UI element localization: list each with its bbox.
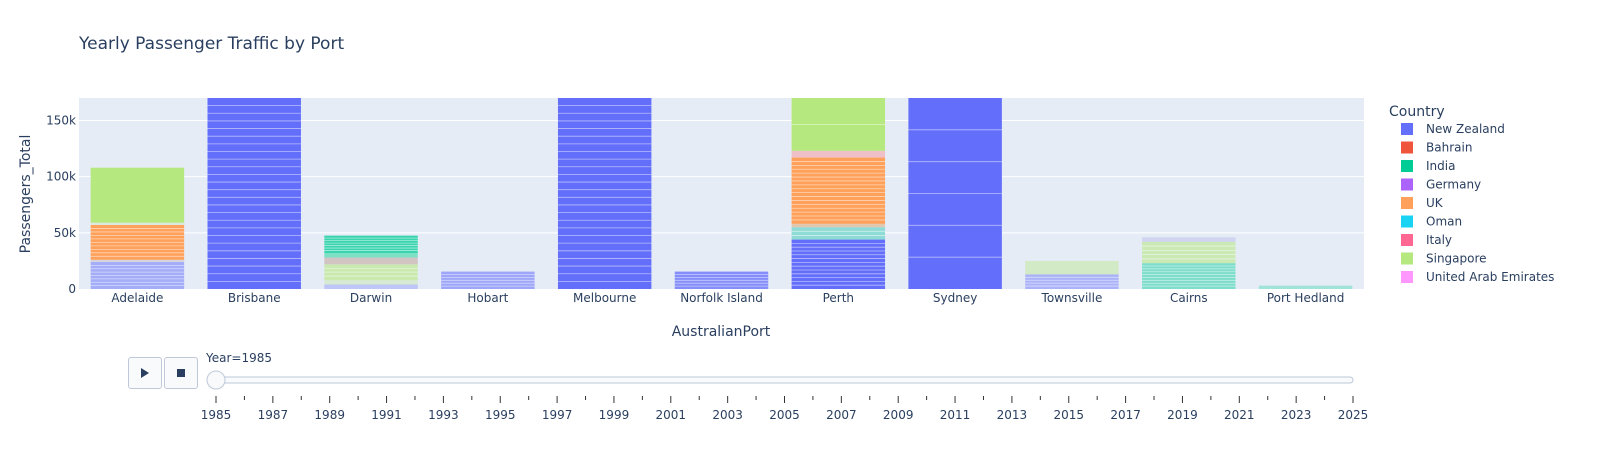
bar-segment[interactable]: [791, 227, 886, 240]
bar-segment[interactable]: [791, 157, 886, 224]
stop-icon: [177, 369, 185, 377]
x-axis-title: AustralianPort: [672, 324, 771, 340]
legend[interactable]: New Zealand Bahrain India Germany UK Oman Ital…: [1401, 122, 1554, 284]
legend-swatch[interactable]: [1401, 160, 1413, 172]
bar-segment[interactable]: [791, 150, 886, 158]
legend-item-label[interactable]: Oman: [1426, 215, 1462, 229]
slider-tick-label[interactable]: 2005: [769, 408, 800, 422]
year-slider[interactable]: 1985 1987 1989 1991 1993 1995 1997 1999 2001 2003…: [201, 370, 1369, 422]
chart-title: Yearly Passenger Traffic by Port: [78, 34, 344, 54]
bar-segment[interactable]: [1258, 285, 1353, 289]
bar-segment[interactable]: [791, 239, 886, 289]
bar-segment[interactable]: [324, 253, 418, 258]
slider-tick-label[interactable]: 2007: [826, 408, 857, 422]
y-axis-title: Passengers_Total: [18, 135, 34, 254]
x-tick-label: Brisbane: [228, 291, 281, 305]
x-tick-label: Port Hedland: [1267, 291, 1345, 305]
x-tick-label: Perth: [823, 291, 854, 305]
stop-button[interactable]: [164, 357, 198, 389]
slider-tick-label[interactable]: 2023: [1281, 408, 1312, 422]
legend-swatch[interactable]: [1401, 178, 1413, 191]
slider-tick-label[interactable]: 1995: [485, 408, 516, 422]
slider-tick-label[interactable]: 2015: [1053, 408, 1084, 422]
slider-tick-label[interactable]: 2009: [883, 408, 914, 422]
x-tick-label: Sydney: [933, 291, 977, 305]
bar-segment[interactable]: [90, 167, 185, 223]
legend-swatch[interactable]: [1401, 197, 1413, 209]
y-tick-label: 50k: [54, 226, 76, 240]
y-axis: 0 50k 100k 150k: [46, 113, 76, 296]
legend-swatch[interactable]: [1401, 252, 1413, 265]
x-tick-label: Adelaide: [111, 291, 163, 305]
slider-current-value: Year=1985: [206, 351, 272, 365]
legend-item-label[interactable]: Bahrain: [1426, 141, 1472, 155]
legend-swatch[interactable]: [1401, 215, 1413, 228]
slider-tick-label[interactable]: 1993: [428, 408, 459, 422]
slider-tick-label[interactable]: 2019: [1167, 408, 1198, 422]
x-tick-label: Norfolk Island: [680, 291, 763, 305]
play-button[interactable]: [128, 357, 162, 389]
slider-tick-label[interactable]: 2013: [997, 408, 1028, 422]
slider-tick-label[interactable]: 1991: [371, 408, 402, 422]
x-tick-label: Hobart: [467, 291, 508, 305]
legend-item-label[interactable]: United Arab Emirates: [1426, 270, 1554, 284]
bar-segment[interactable]: [324, 284, 418, 289]
legend-item-label[interactable]: New Zealand: [1426, 122, 1505, 136]
x-tick-label: Cairns: [1170, 291, 1208, 305]
legend-item-label[interactable]: Italy: [1426, 233, 1452, 247]
bars-group: [90, 98, 1353, 289]
bar-segment[interactable]: [324, 257, 418, 265]
y-tick-label: 100k: [46, 170, 76, 184]
slider-tick-label[interactable]: 2003: [712, 408, 743, 422]
slider-tick-label[interactable]: 2011: [940, 408, 971, 422]
slider-tick-label[interactable]: 1989: [314, 408, 345, 422]
play-icon: [141, 368, 149, 378]
bar-segment[interactable]: [1025, 274, 1119, 289]
slider-tick-label[interactable]: 1999: [599, 408, 630, 422]
legend-swatch[interactable]: [1401, 234, 1413, 246]
legend-item-label[interactable]: Singapore: [1426, 252, 1487, 266]
slider-tick-label[interactable]: 1987: [258, 408, 289, 422]
bar-segment[interactable]: [1025, 260, 1119, 275]
bar-segment[interactable]: [1142, 241, 1236, 264]
slider-handle[interactable]: [206, 370, 226, 390]
slider-tick-label[interactable]: 2025: [1338, 408, 1369, 422]
legend-item-label[interactable]: Germany: [1426, 178, 1481, 192]
slider-tick-label[interactable]: 1985: [201, 408, 232, 422]
bar-segment[interactable]: [1142, 263, 1236, 289]
legend-swatch[interactable]: [1401, 141, 1413, 154]
bar-segment[interactable]: [1142, 237, 1236, 242]
bar-segment[interactable]: [90, 259, 185, 263]
y-tick-label: 0: [68, 282, 76, 296]
bar-segment[interactable]: [324, 280, 418, 285]
bar-segment[interactable]: [324, 235, 418, 254]
y-tick-label: 150k: [46, 113, 76, 127]
legend-swatch[interactable]: [1401, 271, 1413, 283]
legend-title: Country: [1389, 104, 1445, 120]
bar-segment[interactable]: [557, 98, 652, 289]
bar-segment[interactable]: [791, 223, 886, 228]
slider-ticks: 1985 1987 1989 1991 1993 1995 1997 1999 2001 2003…: [201, 396, 1369, 422]
slider-tick-label[interactable]: 2001: [656, 408, 687, 422]
slider-tick-label[interactable]: 1997: [542, 408, 573, 422]
slider-tick-label[interactable]: 2017: [1110, 408, 1141, 422]
x-tick-label: Melbourne: [573, 291, 636, 305]
x-tick-label: Darwin: [350, 291, 392, 305]
slider-rail[interactable]: [215, 376, 1354, 384]
x-tick-label: Townsville: [1041, 291, 1103, 305]
legend-swatch[interactable]: [1401, 123, 1413, 135]
x-axis: Adelaide Brisbane Darwin Hobart Melbourne Nor…: [111, 291, 1344, 305]
legend-item-label[interactable]: India: [1426, 159, 1455, 173]
bar-segment[interactable]: [207, 98, 301, 289]
legend-item-label[interactable]: UK: [1426, 196, 1444, 210]
slider-tick-label[interactable]: 2021: [1224, 408, 1255, 422]
bar-segment[interactable]: [90, 222, 185, 225]
